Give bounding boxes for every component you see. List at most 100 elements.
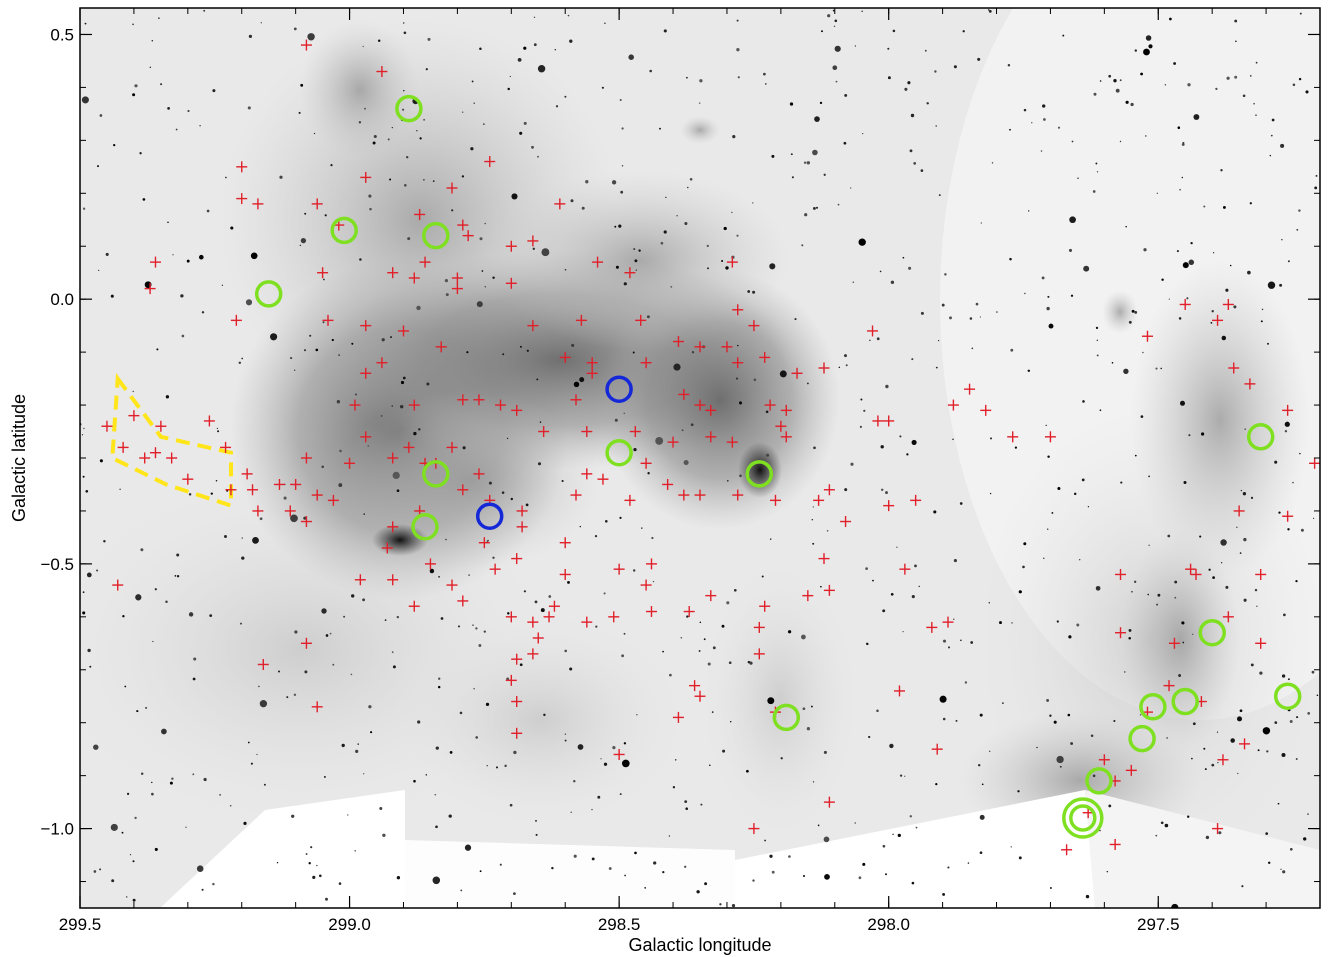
field-star (1253, 102, 1255, 105)
field-star (1048, 323, 1054, 329)
field-star (124, 685, 127, 688)
field-star (684, 865, 687, 868)
field-star (341, 743, 345, 748)
field-star (229, 804, 232, 807)
field-star (769, 263, 776, 270)
field-star (803, 161, 807, 164)
field-star (722, 749, 726, 753)
field-star (1119, 140, 1122, 143)
field-star (154, 588, 157, 591)
field-star (971, 347, 974, 350)
field-star (1096, 354, 1099, 357)
field-star (1007, 64, 1011, 67)
field-star (464, 844, 472, 851)
field-star (303, 516, 307, 520)
plus-marker (726, 436, 738, 448)
field-star (623, 742, 627, 745)
field-star (892, 833, 894, 836)
field-star (1143, 48, 1150, 56)
plus-marker (112, 579, 124, 591)
field-star (699, 79, 703, 83)
plus-marker (478, 537, 490, 549)
field-star (1243, 598, 1247, 602)
field-star (821, 30, 823, 33)
field-star (99, 114, 103, 117)
field-star (499, 863, 502, 866)
field-star (662, 870, 665, 874)
field-star (239, 622, 243, 625)
annotations-layer (110, 373, 233, 509)
field-star (989, 492, 992, 495)
field-star (1311, 670, 1315, 674)
field-star (1119, 79, 1122, 82)
field-star (475, 627, 478, 630)
field-star (551, 866, 554, 870)
field-star (1056, 755, 1064, 764)
field-star (655, 436, 664, 445)
field-star (413, 431, 417, 436)
field-star (663, 230, 667, 234)
field-star (806, 382, 809, 385)
field-star (554, 48, 557, 51)
plus-marker (527, 616, 539, 628)
field-star (712, 646, 716, 650)
field-star (180, 294, 184, 298)
plus-marker (640, 457, 652, 469)
field-star (899, 774, 903, 777)
field-star (307, 33, 315, 41)
plus-marker (462, 230, 474, 242)
field-star (224, 535, 227, 538)
plus-marker (527, 320, 539, 332)
field-star (1236, 526, 1238, 528)
field-star (850, 187, 852, 189)
field-star (904, 775, 906, 777)
field-star (1279, 283, 1283, 287)
field-star (634, 851, 637, 855)
field-star (1148, 44, 1153, 49)
field-star (862, 862, 866, 866)
field-star (392, 471, 400, 480)
plus-marker (640, 357, 652, 369)
field-star (882, 609, 886, 613)
field-star (449, 751, 453, 754)
field-star (918, 585, 920, 588)
field-star (252, 536, 259, 544)
field-star (478, 644, 482, 647)
field-star (662, 650, 664, 653)
field-star (400, 405, 404, 409)
field-star (612, 745, 616, 750)
field-star (911, 358, 914, 361)
plus-marker (672, 711, 684, 723)
field-star (1028, 210, 1030, 212)
field-star (1299, 452, 1301, 455)
field-star (1255, 114, 1257, 116)
field-star (277, 670, 281, 673)
field-star (996, 311, 998, 313)
x-axis-label: Galactic longitude (628, 935, 771, 955)
field-star (212, 882, 215, 886)
field-star (1255, 61, 1258, 64)
x-tick-label: 297.5 (1137, 915, 1180, 934)
green-circle-marker (772, 703, 801, 732)
blue-circle-marker (605, 375, 633, 403)
field-star (813, 446, 816, 450)
field-star (736, 19, 739, 22)
field-star (215, 479, 218, 482)
field-star (623, 412, 625, 414)
green-circle-marker (422, 460, 450, 488)
plus-marker (511, 404, 523, 416)
field-star (1259, 671, 1263, 675)
field-star (354, 850, 356, 852)
field-star (685, 807, 689, 811)
field-star (192, 677, 196, 681)
plus-marker (926, 621, 938, 633)
plus-marker (581, 426, 593, 438)
field-star (461, 111, 464, 113)
field-star (468, 574, 470, 576)
plus-marker (446, 441, 458, 453)
field-star (761, 575, 764, 578)
field-star (942, 892, 946, 896)
field-star (597, 795, 601, 799)
field-star (1289, 719, 1293, 724)
